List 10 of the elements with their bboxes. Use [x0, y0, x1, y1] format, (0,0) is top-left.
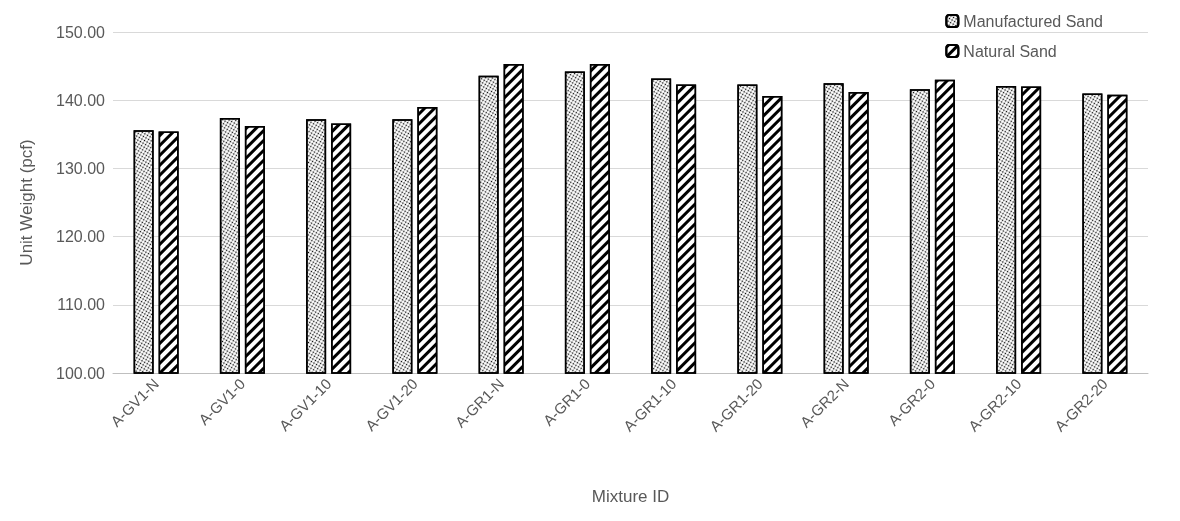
- y-tick-label: 120.00: [56, 228, 106, 246]
- y-axis-title: Unit Weight (pcf): [17, 139, 36, 266]
- y-tick-label: 110.00: [57, 296, 106, 314]
- y-tick-label: 100.00: [56, 364, 106, 382]
- legend-label: Natural Sand: [963, 42, 1057, 60]
- y-tick-label: 140.00: [56, 91, 106, 109]
- y-tick-label: 150.00: [56, 23, 106, 41]
- legend-label: Manufactured Sand: [963, 12, 1104, 30]
- y-tick-label: 130.00: [56, 159, 106, 177]
- x-axis-title: Mixture ID: [591, 487, 670, 506]
